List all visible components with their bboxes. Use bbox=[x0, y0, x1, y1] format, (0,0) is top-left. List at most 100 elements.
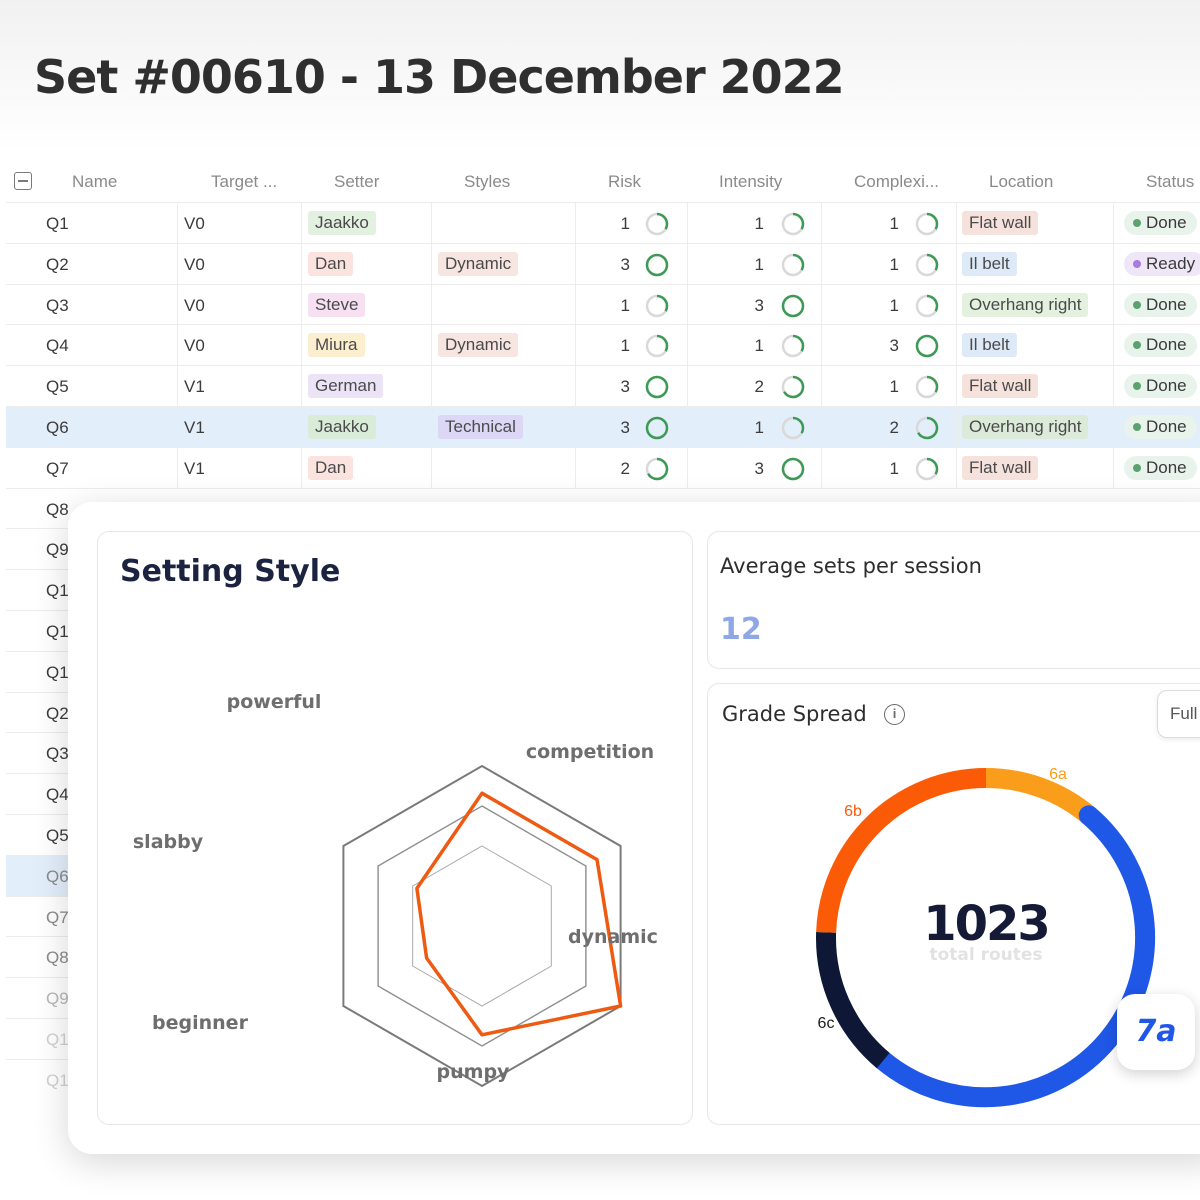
table-row[interactable]: Q7 V1 Dan 2 3 1 Flat wall Done bbox=[6, 446, 1200, 488]
table-row[interactable]: Q8 bbox=[6, 487, 1200, 529]
row-name: Q5 bbox=[46, 825, 69, 845]
column-status[interactable]: Status bbox=[1146, 172, 1195, 191]
complexity-value: 1 bbox=[889, 254, 899, 274]
row-name: Q9 bbox=[46, 540, 69, 560]
intensity-value: 3 bbox=[754, 458, 764, 478]
table-row[interactable]: Q4 V0 Miura Dynamic 1 1 3 Il belt Done bbox=[6, 324, 1200, 366]
cell-divider bbox=[6, 284, 957, 325]
table-row[interactable]: Q1 V0 Jaakko 1 1 1 Flat wall Done bbox=[6, 202, 1200, 243]
row-target: V1 bbox=[184, 458, 205, 478]
setter-tag[interactable]: Jaakko bbox=[308, 211, 376, 235]
style-tag[interactable]: Dynamic bbox=[438, 333, 519, 358]
column-name[interactable]: Name bbox=[72, 172, 118, 191]
cell-divider bbox=[6, 447, 688, 488]
intensity-progress-icon bbox=[781, 294, 805, 317]
setting-style-title: Setting Style bbox=[120, 554, 341, 589]
risk-progress-icon bbox=[645, 375, 669, 399]
table-row[interactable]: Q3 V0 Steve 1 3 1 Overhang right Done bbox=[6, 283, 1200, 325]
table-row[interactable]: Q5 V1 German 3 2 1 Flat wall Done bbox=[6, 365, 1200, 406]
intensity-value: 1 bbox=[754, 254, 764, 274]
cell-divider bbox=[6, 284, 1114, 325]
cell-divider bbox=[6, 447, 1114, 488]
location-tag[interactable]: Il belt bbox=[962, 333, 1017, 358]
row-target: V1 bbox=[184, 417, 205, 437]
status-badge[interactable]: Done bbox=[1124, 333, 1197, 358]
radar-axis-label: competition bbox=[526, 741, 654, 763]
table-row[interactable]: Q6 V1 Jaakko Technical 3 1 2 Overhang right Done bbox=[6, 405, 1200, 447]
status-badge[interactable]: Done bbox=[1124, 374, 1197, 399]
location-tag[interactable]: Flat wall bbox=[962, 455, 1039, 480]
cell-divider bbox=[6, 406, 178, 447]
donut-segment-6c[interactable] bbox=[816, 932, 890, 1069]
status-badge[interactable]: Done bbox=[1124, 455, 1197, 480]
setter-tag[interactable]: Miura bbox=[308, 333, 365, 358]
intensity-progress-icon bbox=[781, 416, 805, 440]
row-name: Q2 bbox=[46, 703, 69, 723]
radar-series bbox=[415, 791, 623, 1037]
radar-axis-label: slabby bbox=[133, 831, 204, 853]
collapse-all-icon[interactable] bbox=[14, 172, 32, 190]
setting-style-card: Setting Style powerful competition dynamic… bbox=[97, 531, 693, 1125]
radar-grid-ring bbox=[412, 845, 552, 1007]
location-tag[interactable]: Flat wall bbox=[962, 374, 1039, 399]
intensity-value: 1 bbox=[754, 214, 764, 233]
info-icon[interactable]: i bbox=[884, 704, 905, 725]
risk-value: 1 bbox=[620, 336, 630, 356]
complexity-value: 3 bbox=[889, 336, 899, 356]
setter-tag[interactable]: Steve bbox=[308, 292, 366, 317]
status-badge[interactable]: Done bbox=[1124, 414, 1197, 439]
complexity-progress-icon bbox=[915, 416, 939, 440]
average-sets-title: Average sets per session bbox=[720, 554, 982, 578]
cell-divider bbox=[6, 203, 302, 243]
donut-segment-7a[interactable] bbox=[873, 805, 1156, 1108]
cell-divider bbox=[6, 243, 957, 284]
row-target: V1 bbox=[184, 377, 205, 397]
risk-progress-icon bbox=[645, 335, 669, 358]
risk-progress-icon bbox=[645, 457, 669, 481]
setter-tag[interactable]: German bbox=[308, 374, 384, 399]
row-target: V0 bbox=[184, 295, 205, 315]
complexity-value: 1 bbox=[889, 295, 899, 315]
column-target[interactable]: Target ... bbox=[211, 172, 278, 191]
row-name: Q3 bbox=[46, 295, 69, 315]
cell-divider bbox=[6, 325, 178, 366]
cell-divider bbox=[6, 243, 688, 284]
row-name: Q6 bbox=[46, 866, 69, 886]
status-badge[interactable]: Ready bbox=[1124, 251, 1200, 276]
cell-divider bbox=[6, 243, 576, 284]
average-sets-value: 12 bbox=[720, 612, 762, 647]
setter-tag[interactable]: Jaakko bbox=[308, 414, 376, 439]
column-styles[interactable]: Styles bbox=[464, 172, 511, 191]
row-name: Q6 bbox=[46, 417, 69, 437]
cell-divider bbox=[6, 325, 957, 366]
style-tag[interactable]: Technical bbox=[438, 414, 523, 439]
radar-axis-label: dynamic bbox=[568, 926, 658, 948]
total-routes-value: 1023 bbox=[923, 896, 1049, 952]
location-tag[interactable]: Flat wall bbox=[962, 211, 1039, 235]
risk-value: 1 bbox=[620, 295, 630, 315]
status-badge[interactable]: Done bbox=[1124, 292, 1197, 317]
selected-grade-badge[interactable]: 7a bbox=[1117, 994, 1195, 1070]
location-tag[interactable]: Overhang right bbox=[962, 414, 1089, 439]
column-complexity[interactable]: Complexi... bbox=[854, 172, 940, 191]
location-tag[interactable]: Il belt bbox=[962, 251, 1017, 276]
column-setter[interactable]: Setter bbox=[334, 172, 380, 191]
cell-divider bbox=[6, 325, 432, 366]
column-risk[interactable]: Risk bbox=[608, 172, 642, 191]
cell-divider bbox=[6, 243, 432, 284]
setter-tag[interactable]: Dan bbox=[308, 455, 354, 480]
average-sets-card: Average sets per session 12 bbox=[707, 531, 1200, 669]
complexity-progress-icon bbox=[915, 457, 939, 481]
row-target: V0 bbox=[184, 214, 205, 233]
donut-segment-6b[interactable] bbox=[816, 768, 987, 933]
row-name: Q1 bbox=[46, 1070, 69, 1090]
table-row[interactable]: Q2 V0 Dan Dynamic 3 1 1 Il belt Ready bbox=[6, 242, 1200, 284]
full-view-button[interactable]: Full bbox=[1157, 690, 1200, 738]
status-badge[interactable]: Done bbox=[1124, 211, 1197, 235]
style-tag[interactable]: Dynamic bbox=[438, 251, 519, 276]
setter-tag[interactable]: Dan bbox=[308, 251, 354, 276]
column-intensity[interactable]: Intensity bbox=[719, 172, 783, 191]
location-tag[interactable]: Overhang right bbox=[962, 292, 1089, 317]
column-location[interactable]: Location bbox=[989, 172, 1054, 191]
donut-segment-6a[interactable] bbox=[985, 768, 1096, 824]
